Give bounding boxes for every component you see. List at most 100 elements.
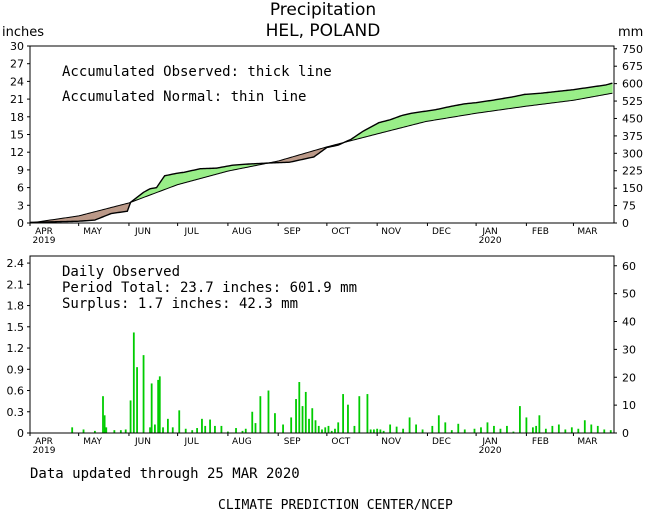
daily-precip-bar — [493, 425, 495, 433]
top-left-tick-label: 18 — [10, 111, 24, 124]
top-left-tick-label: 9 — [17, 164, 24, 177]
daily-precip-bar — [544, 428, 547, 433]
daily-precip-bar — [267, 390, 270, 433]
bottom-note: Daily Observed — [62, 264, 180, 280]
bottom-x-tick-label: MAY — [83, 437, 102, 447]
top-x-year-label: 2019 — [33, 236, 56, 246]
top-right-tick-label: 75 — [622, 200, 636, 213]
bottom-x-tick-label: JUN — [134, 437, 151, 447]
daily-precip-bar — [166, 418, 169, 433]
daily-precip-bar — [311, 408, 314, 433]
top-note: Accumulated Normal: thin line — [62, 89, 306, 105]
daily-precip-bar — [196, 428, 198, 433]
daily-precip-bar — [178, 410, 181, 433]
daily-precip-bar — [113, 430, 116, 433]
daily-precip-bar — [347, 404, 349, 433]
daily-precip-bar — [317, 425, 320, 433]
daily-panel: 0 0.3 0.6 0.9 1.2 1.5 1.8 2.1 2.4 0 10 20 30 40 50 60 AP… — [7, 255, 636, 456]
daily-precip-bar — [82, 429, 85, 433]
daily-precip-bar — [444, 422, 447, 433]
bottom-left-tick-label: 0 — [17, 427, 24, 440]
top-x-tick-label: SEP — [284, 227, 301, 237]
daily-precip-bar — [235, 428, 237, 433]
daily-precip-bar — [124, 429, 127, 433]
daily-precip-bar — [158, 376, 161, 433]
top-left-tick-label: 12 — [10, 146, 24, 159]
daily-precip-bar — [171, 427, 174, 433]
top-right-tick-label: 225 — [622, 165, 643, 178]
daily-precip-bar — [408, 417, 411, 433]
daily-precip-bar — [342, 394, 344, 433]
daily-precip-bar — [525, 417, 528, 433]
accumulated-panel: 0369121518212427300751502253003754505256… — [10, 40, 643, 246]
bottom-right-tick-label: 50 — [622, 288, 636, 301]
daily-precip-bar — [214, 425, 216, 433]
daily-precip-bar — [71, 427, 74, 433]
bottom-x-tick-label: OCT — [331, 437, 350, 447]
daily-precip-bar — [149, 427, 151, 433]
daily-precip-bar — [366, 394, 369, 433]
top-x-tick-label: OCT — [331, 227, 350, 237]
daily-precip-bar — [421, 429, 424, 433]
bottom-right-tick-label: 40 — [622, 316, 636, 329]
bottom-x-tick-label: AUG — [232, 437, 252, 447]
daily-precip-bar — [538, 415, 541, 433]
daily-precip-bar — [324, 427, 327, 433]
top-right-tick-label: 600 — [622, 78, 643, 91]
top-left-tick-label: 0 — [17, 217, 24, 230]
daily-precip-bar — [132, 332, 135, 433]
top-right-tick-label: 525 — [622, 95, 643, 108]
daily-precip-bar — [274, 413, 276, 433]
top-x-tick-label: JUL — [183, 227, 198, 237]
chart-title: Precipitation — [269, 0, 377, 20]
bottom-right-tick-label: 10 — [622, 399, 636, 412]
daily-precip-bar — [102, 396, 104, 433]
daily-precip-bar — [150, 383, 153, 433]
accumulated-normal-line — [29, 92, 613, 224]
daily-precip-bar — [570, 427, 573, 433]
daily-precip-bar — [379, 429, 382, 433]
daily-precip-bar — [557, 424, 560, 433]
top-right-tick-label: 675 — [622, 60, 643, 73]
bottom-x-tick-label: SEP — [284, 437, 301, 447]
daily-precip-bar — [93, 430, 96, 433]
top-left-tick-label: 24 — [10, 75, 24, 88]
top-x-tick-label: NOV — [381, 227, 402, 237]
daily-precip-bar — [415, 424, 417, 433]
top-right-tick-label: 450 — [622, 112, 643, 125]
top-right-tick-label: 750 — [622, 43, 643, 56]
daily-precip-bar — [259, 396, 262, 433]
top-x-year-label: 2020 — [479, 236, 502, 246]
right-unit-label: mm — [618, 25, 644, 40]
daily-precip-bar — [512, 431, 515, 433]
daily-precip-bar — [330, 430, 333, 433]
daily-precip-bar — [314, 420, 317, 433]
top-left-tick-label: 21 — [10, 93, 24, 106]
daily-precip-bar — [373, 429, 375, 433]
top-x-tick-label: DEC — [432, 227, 451, 237]
daily-precip-bar — [506, 425, 508, 433]
top-x-tick-label: MAR — [577, 227, 597, 237]
bottom-left-tick-label: 0.9 — [7, 363, 25, 376]
daily-precip-bar — [282, 424, 284, 433]
daily-precip-bar — [327, 425, 330, 433]
data-updated-note: Data updated through 25 MAR 2020 — [30, 466, 300, 482]
bottom-x-tick-label: FEB — [532, 437, 549, 447]
daily-precip-bar — [162, 427, 164, 433]
daily-precip-bar — [154, 424, 156, 433]
daily-precip-bar — [209, 419, 211, 433]
daily-precip-bar — [499, 428, 502, 433]
daily-precip-bar — [295, 399, 297, 433]
daily-precip-bar — [463, 429, 466, 433]
surplus-fill — [610, 82, 613, 94]
chart-subtitle: HEL, POLAND — [265, 21, 381, 41]
source-credit: CLIMATE PREDICTION CENTER/NCEP — [218, 498, 453, 513]
top-left-tick-label: 3 — [17, 199, 24, 212]
top-right-tick-label: 150 — [622, 182, 643, 195]
bottom-plot-frame — [29, 255, 615, 434]
daily-precip-bar — [519, 406, 521, 433]
daily-precip-bar — [450, 430, 453, 433]
bottom-note: Period Total: 23.7 inches: 601.9 mm — [62, 280, 357, 296]
daily-precip-bar — [308, 418, 310, 433]
